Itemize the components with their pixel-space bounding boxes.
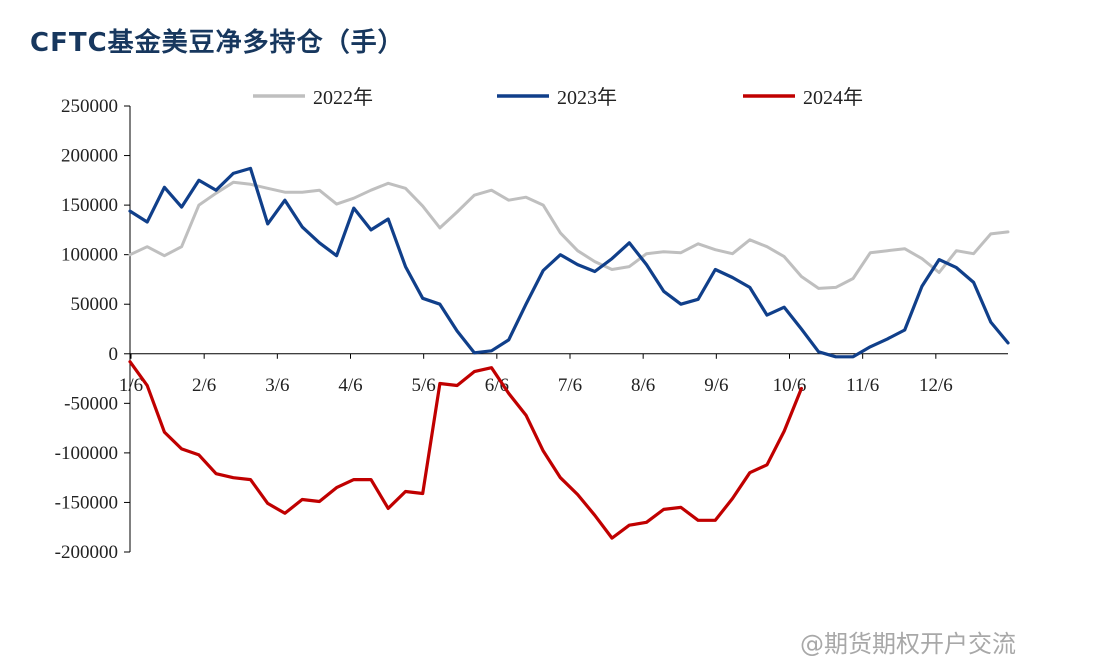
series-layer: [128, 166, 1010, 540]
series-line-2023年: [128, 166, 1010, 359]
x-tick-label: 9/6: [704, 375, 728, 396]
x-tick-label: 1/6: [119, 375, 143, 396]
series-line-2022年: [128, 180, 1010, 290]
y-tick-label: 50000: [71, 294, 119, 315]
legend: 2022年 2023年 2024年: [253, 86, 863, 109]
legend-label: 2024年: [803, 86, 863, 109]
y-tick-label: -50000: [64, 393, 118, 414]
x-tick-label: 3/6: [265, 375, 289, 396]
x-tick-label: 8/6: [631, 375, 655, 396]
x-tick-label: 2/6: [192, 375, 216, 396]
y-tick-label: 100000: [61, 245, 118, 266]
legend-label: 2022年: [313, 86, 373, 109]
x-tick-label: 5/6: [412, 375, 436, 396]
y-tick-label: -150000: [55, 492, 118, 513]
legend-label: 2023年: [557, 86, 617, 109]
series-line-2024年: [128, 360, 804, 540]
y-tick-label: 150000: [61, 195, 118, 216]
x-tick-label: 11/6: [846, 375, 879, 396]
y-tick-label: 0: [109, 344, 119, 365]
y-tick-label: -200000: [55, 542, 118, 563]
x-tick-label: 10/6: [773, 375, 807, 396]
y-tick-label: 200000: [61, 146, 118, 167]
chart-title: CFTC基金美豆净多持仓（手）: [30, 28, 405, 58]
x-tick-label: 6/6: [485, 375, 509, 396]
y-tick-label: -100000: [55, 443, 118, 464]
x-tick-label: 12/6: [919, 375, 953, 396]
y-tick-label: 250000: [61, 96, 118, 117]
axes-layer: 250000 200000 150000 100000 50000 0 -50000 -100…: [55, 96, 1008, 563]
x-tick-label: 7/6: [558, 375, 582, 396]
x-tick-label: 4/6: [338, 375, 362, 396]
watermark-text: @期货期权开户交流: [800, 630, 1016, 658]
